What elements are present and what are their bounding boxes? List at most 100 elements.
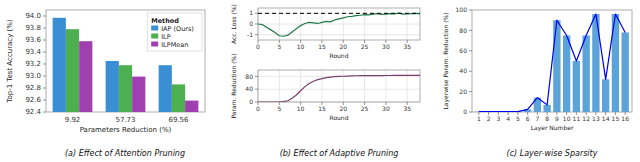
plot-frame <box>472 10 632 112</box>
tick-label-x: 10 <box>297 43 305 50</box>
tick-label-x: 69.56 <box>168 116 189 124</box>
tick-label-y: 40 <box>459 67 467 74</box>
bar <box>66 29 79 112</box>
tick-label-y: 1 <box>249 9 253 16</box>
grid-line-x <box>321 70 322 102</box>
grid-line-y <box>258 34 420 35</box>
grid-line-x <box>300 70 301 102</box>
y-axis-label: Layerwise Param. Reduction (%) <box>442 12 450 109</box>
tick-label-y: 20 <box>459 88 467 95</box>
legend-swatch <box>151 34 158 39</box>
bar <box>79 41 92 112</box>
tick-label-x: 10 <box>297 105 305 112</box>
bar <box>185 101 198 112</box>
chart-container: 92.492.692.893.093.293.493.693.894.09.92… <box>0 0 640 162</box>
tick-label-x: 9.92 <box>65 116 81 124</box>
tick-label-y: 93.8 <box>25 24 41 32</box>
tick-label-x: 15 <box>318 43 326 50</box>
tick-label-y: 60 <box>459 47 467 54</box>
axes: 02040608010012345678910111213141516 <box>456 6 630 122</box>
bar <box>622 32 629 112</box>
plot-area <box>258 75 420 102</box>
tick-label-x: 16 <box>621 115 629 122</box>
tick-label-x: 6 <box>526 115 530 122</box>
tick-y <box>43 64 46 65</box>
tick-y <box>43 76 46 77</box>
bar <box>602 79 609 112</box>
legend-swatch <box>151 42 158 47</box>
grid-line-x <box>385 8 386 40</box>
grid-line-y <box>258 89 420 90</box>
tick-label-y: 40 <box>245 85 253 92</box>
tick-label-x: 11 <box>573 115 581 122</box>
tick-label-x: 5 <box>516 115 520 122</box>
tick-y <box>469 50 472 51</box>
tick-label-y: 93.6 <box>25 36 41 44</box>
tick-label-y: 92.6 <box>25 96 41 104</box>
legend-label: ILP <box>161 33 171 41</box>
tick-y <box>43 100 46 101</box>
tick-label-x: 20 <box>339 43 347 50</box>
tick-y <box>255 34 258 35</box>
y-axis-label: Acc. Loss (%) <box>230 4 237 44</box>
tick-label-x: 35 <box>403 105 411 112</box>
legend-swatch <box>151 26 158 31</box>
plot-area <box>258 13 420 36</box>
tick-label-x: 1 <box>477 115 481 122</box>
bar <box>172 84 185 112</box>
grid <box>258 8 420 40</box>
line <box>258 75 420 102</box>
legend-title: Method <box>151 17 179 25</box>
tick-label-y: 0 <box>249 20 253 27</box>
panel: 0408005101520253035RoundParam. Reduction… <box>230 53 420 121</box>
bar <box>573 61 580 112</box>
x-axis-label: Parameters Reduction (%) <box>80 126 172 134</box>
tick-label-x: 25 <box>361 43 369 50</box>
grid-line-x <box>364 70 365 102</box>
tick-label-x: 10 <box>563 115 571 122</box>
tick-label-y: 92.8 <box>25 84 41 92</box>
tick-y <box>43 88 46 89</box>
tick-y <box>255 13 258 14</box>
tick-label-x: 25 <box>361 105 369 112</box>
tick-y <box>469 10 472 11</box>
bar <box>543 105 550 112</box>
plot-frame <box>258 70 420 102</box>
tick-label-x: 4 <box>506 115 510 122</box>
grid-line-x <box>407 70 408 102</box>
bar <box>582 36 589 113</box>
tick-label-x: 5 <box>277 105 281 112</box>
tick-label-x: 14 <box>602 115 610 122</box>
plot-area <box>475 14 629 112</box>
tick-label-y: 94.0 <box>25 12 41 20</box>
tick-label-x: 3 <box>496 115 500 122</box>
tick-label-x: 35 <box>403 43 411 50</box>
grid-line-x <box>300 8 301 40</box>
bar <box>53 18 66 112</box>
grid-line-x <box>279 70 280 102</box>
legend-box <box>147 13 202 51</box>
tick-y <box>43 40 46 41</box>
line <box>258 13 420 36</box>
caption: (b) Effect of Adaptive Pruning <box>280 149 399 158</box>
y-axis-label: Param. Reduction (%) <box>230 53 237 118</box>
tick-label-y: 100 <box>456 6 468 13</box>
tick-label-y: 93.2 <box>25 60 41 68</box>
y-axis-label: Top-1 Test Accuracy (%) <box>6 19 14 104</box>
legend-label: ILPMean <box>161 41 188 49</box>
tick-label-x: 30 <box>382 43 390 50</box>
tick-y <box>469 91 472 92</box>
tick-label-y: 0 <box>463 108 467 115</box>
panel: -10105101520253035RoundAcc. Loss (%)(b) … <box>230 4 420 158</box>
x-axis-label: Round <box>330 52 349 59</box>
tick-label-y: 93.0 <box>25 72 41 80</box>
grid-line-x <box>321 8 322 40</box>
tick-y <box>469 71 472 72</box>
plot-area <box>53 18 199 112</box>
grid-line-x <box>343 70 344 102</box>
tick-label-x: 0 <box>256 105 260 112</box>
tick-label-y: 0 <box>249 98 253 105</box>
tick-y <box>43 16 46 17</box>
x-axis-label: Round <box>330 114 349 121</box>
axes: -10105101520253035 <box>247 9 411 50</box>
